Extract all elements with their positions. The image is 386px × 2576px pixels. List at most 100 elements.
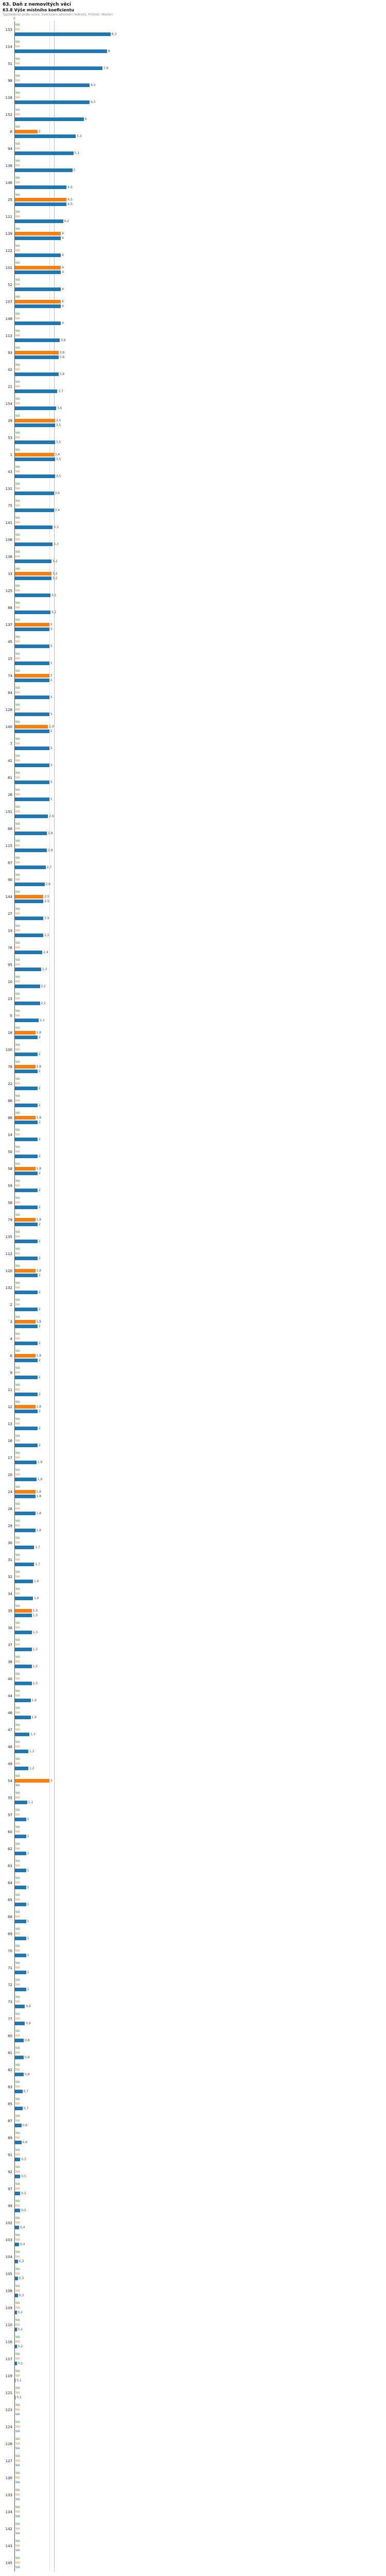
bar-2022-value: 1,8 (36, 1490, 42, 1494)
row-2020: 0,6 (14, 2123, 386, 2128)
bar-rows: NA NA 1,4 (14, 1706, 386, 1720)
bar-rows: NA NA 6,5 (14, 91, 386, 105)
na-label-2022: NA (15, 1286, 20, 1290)
bar-2020 (14, 355, 59, 359)
na-label-2020: NA (15, 2464, 20, 2467)
bar-2020-value: 1 (27, 1954, 29, 1957)
row-2020: 1,5 (14, 1664, 386, 1669)
bar-group: 154 NA NA 3,6 (0, 395, 386, 412)
row-na: NA (14, 1655, 386, 1659)
row-2022: NA (14, 2493, 386, 2497)
bar-rows: NA NA 2 (14, 1247, 386, 1261)
bar-group: 127 NA NA NA (0, 2452, 386, 2469)
group-id-label: 114 (5, 44, 12, 49)
bar-rows: NA 1,8 2 (14, 1315, 386, 1329)
bar-2020-value: 2 (39, 1410, 41, 1413)
bar-2022 (14, 1065, 36, 1069)
bar-rows: NA NA NA (14, 2505, 386, 2519)
na-label-2022: NA (15, 827, 20, 831)
group-id-label: 46 (8, 1710, 12, 1715)
na-label-2022: NA (15, 521, 20, 524)
group-id-label: 151 (5, 809, 12, 814)
na-label: NA (15, 1247, 20, 1251)
group-id-label: 148 (5, 316, 12, 321)
na-label-2022: NA (15, 538, 20, 541)
bar-rows: NA 1,8 2 (14, 1213, 386, 1227)
bar-rows: NA 3,4 3,5 (14, 448, 386, 462)
bar-2020-value: 1,9 (37, 1461, 43, 1464)
bar-group: 93 NA 3,8 3,8 (0, 344, 386, 361)
na-label-2022: NA (15, 1881, 20, 1885)
row-na: NA (14, 2471, 386, 2476)
row-2020: 2,6 (14, 882, 386, 887)
na-label: NA (15, 720, 20, 724)
bar-2020 (14, 968, 41, 971)
na-label: NA (15, 2539, 20, 2543)
na-label: NA (15, 652, 20, 656)
bar-2020 (14, 1801, 27, 1804)
bar-2020 (14, 2175, 21, 2178)
na-label-2022: NA (15, 2476, 20, 2480)
bar-2022-value: 3 (50, 1779, 52, 1783)
bar-2020-value: 3 (50, 679, 52, 682)
na-label: NA (15, 2063, 20, 2067)
na-label: NA (15, 295, 20, 299)
row-2022: NA (14, 1183, 386, 1188)
bar-2020-value: 1 (27, 1903, 29, 1906)
na-label: NA (15, 1434, 20, 1438)
bar-2020-value: 2,9 (49, 815, 54, 818)
na-label: NA (15, 1213, 20, 1217)
row-2020: 1,9 (14, 1460, 386, 1465)
bar-group: 52 NA NA 4 (0, 276, 386, 293)
na-label-2022: NA (15, 1830, 20, 1834)
na-label: NA (15, 210, 20, 214)
na-label: NA (15, 1927, 20, 1931)
row-na: NA (14, 1995, 386, 1999)
row-2022: NA (14, 2187, 386, 2191)
row-2022: NA (14, 1829, 386, 1834)
bar-group: 66 NA NA 2,8 (0, 820, 386, 837)
row-2020: 1 (14, 1868, 386, 1873)
row-2022: NA (14, 1948, 386, 1953)
na-label: NA (15, 1094, 20, 1098)
bar-2020 (14, 594, 50, 597)
bar-2020-value: 3 (50, 730, 52, 733)
na-label-2022: NA (15, 2068, 20, 2072)
row-na: NA (14, 686, 386, 690)
median-reference-line (54, 21, 55, 2571)
bar-rows: NA 3,5 3,5 (14, 414, 386, 428)
mean-reference-line (49, 21, 50, 2571)
bar-2020 (14, 1733, 30, 1736)
row-2022: NA (14, 792, 386, 797)
row-2022: 3,5 (14, 418, 386, 423)
bar-rows: NA NA 1,8 (14, 1502, 386, 1516)
na-label: NA (15, 1485, 20, 1489)
bar-2020 (14, 1478, 37, 1481)
row-na: NA (14, 346, 386, 350)
row-2022: NA (14, 1897, 386, 1902)
group-id-label: 25 (8, 197, 12, 202)
group-id-label: 54 (8, 1778, 12, 1783)
bar-group: 113 NA NA 3,9 (0, 327, 386, 344)
bar-2020 (14, 1019, 39, 1022)
bar-2020-value: 5,1 (74, 151, 80, 155)
x-axis-tick-zero: 0 (13, 17, 15, 21)
na-label-2022: NA (15, 844, 20, 848)
group-id-label: 41 (8, 758, 12, 763)
group-id-label: 71 (8, 1965, 12, 1970)
bar-group: 84 NA NA 3 (0, 684, 386, 701)
group-id-label: 68 (8, 1914, 12, 1919)
group-id-label: 26 (8, 792, 12, 797)
row-2022: NA (14, 214, 386, 219)
bar-2020 (14, 1155, 38, 1158)
na-label: NA (15, 1978, 20, 1982)
bar-2020-value: 0,5 (21, 2209, 26, 2212)
row-2022: NA (14, 1455, 386, 1460)
bar-2020 (14, 747, 49, 750)
row-2020: 1 (14, 1885, 386, 1890)
row-2022: NA (14, 78, 386, 83)
na-label-2020: NA (15, 2413, 20, 2416)
bar-rows: NA NA 3,4 (14, 499, 386, 513)
group-id-label: 34 (8, 1591, 12, 1596)
na-label-2022: NA (15, 2306, 20, 2310)
